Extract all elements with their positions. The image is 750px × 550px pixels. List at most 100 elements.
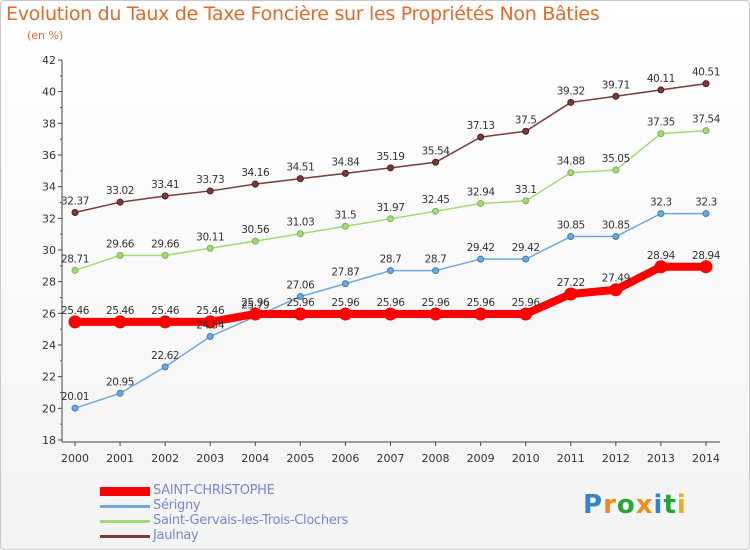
data-label: 29.66 [106,238,135,250]
data-label: 30.85 [602,220,630,232]
data-point [702,127,710,135]
x-tick-label: 2013 [647,452,675,465]
data-point [567,233,575,241]
data-point [71,404,79,412]
data-point [657,86,665,94]
x-tick-label: 2009 [467,452,495,465]
legend-label-1: Sérigny [153,498,201,513]
data-label: 25.96 [376,297,405,309]
data-label: 25.79 [241,300,269,312]
data-point [341,222,349,230]
data-label: 33.41 [151,179,179,191]
data-point [429,307,443,321]
x-tick-label: 2011 [557,452,585,465]
data-label: 20.01 [61,391,89,403]
y-tick-label: 40 [42,86,56,99]
x-tick-label: 2005 [286,452,314,465]
data-point [609,283,623,297]
x-tick-label: 2012 [602,452,630,465]
data-point [338,307,352,321]
data-label: 27.49 [602,273,630,285]
y-tick-label: 30 [42,244,56,257]
data-point [522,197,530,205]
data-label: 28.7 [425,254,447,266]
data-point [519,307,533,321]
data-point [386,267,394,275]
data-point [116,251,124,259]
data-point [68,315,82,329]
legend-swatch-2 [100,520,150,523]
data-point [341,280,349,288]
data-point [699,260,713,274]
data-label: 33.73 [196,174,224,186]
data-point [158,315,172,329]
data-point [564,287,578,301]
data-label: 25.46 [61,305,90,317]
data-point [657,210,665,218]
data-point [432,207,440,215]
data-label: 28.94 [692,250,721,262]
series-line-3 [74,82,707,214]
data-point [116,389,124,397]
chart-subtitle: (en %) [27,29,64,42]
data-label: 27.22 [557,277,585,289]
data-label: 30.11 [196,231,224,243]
data-label: 37.35 [647,117,675,129]
data-label: 25.46 [106,305,135,317]
data-label: 25.96 [467,297,496,309]
y-tick-label: 32 [42,212,56,225]
data-point [386,164,394,172]
data-label: 22.62 [151,350,179,362]
data-label: 34.88 [557,156,585,168]
y-tick-label: 20 [42,402,56,415]
data-labels-group: 25.46 25.46 25.46 25.46 25.96 25.96 25.96 25.96… [61,67,721,404]
data-point [251,237,259,245]
data-point [293,307,307,321]
data-point [567,98,575,106]
x-tick-label: 2000 [61,452,89,465]
data-label: 39.32 [557,85,585,97]
data-point [522,255,530,263]
data-label: 32.3 [695,197,717,209]
data-label: 35.19 [376,151,404,163]
data-point [71,208,79,216]
data-label: 27.06 [286,280,315,292]
data-label: 25.46 [196,305,225,317]
legend-swatch-0 [100,487,150,496]
x-tick-label: 2007 [376,452,404,465]
x-tick-label: 2003 [196,452,224,465]
y-tick-label: 36 [42,149,56,162]
proxiti-logo: Proxiti [583,490,687,520]
data-point [657,130,665,138]
x-tick-label: 2002 [151,452,179,465]
data-label: 25.96 [286,297,315,309]
data-label: 37.54 [692,114,721,126]
data-point [522,127,530,135]
y-tick-label: 22 [42,371,56,384]
data-label: 29.42 [467,242,495,254]
chart-title: Evolution du Taux de Taxe Foncière sur l… [6,3,600,25]
data-point [702,210,710,218]
legend-label-0: SAINT-CHRISTOPHE [153,483,275,498]
data-point [432,158,440,166]
data-label: 28.7 [380,254,402,266]
x-tick-label: 2014 [692,452,720,465]
data-label: 31.97 [376,202,404,214]
data-label: 30.56 [241,224,270,236]
data-label: 29.66 [151,238,180,250]
data-point [71,266,79,274]
legend-swatch-1 [100,505,150,508]
data-point [612,166,620,174]
y-tick-label: 26 [42,307,56,320]
data-label: 33.1 [515,184,537,196]
data-label: 32.45 [422,194,450,206]
data-label: 30.85 [557,220,585,232]
data-point [477,133,485,141]
data-label: 40.51 [692,67,720,79]
data-point [383,307,397,321]
data-point [251,180,259,188]
data-label: 25.46 [151,305,180,317]
y-tick-label: 28 [42,276,56,289]
axes: 18 20 22 24 26 28 30 32 34 36 38 40 42 2000 2001 2002 20… [42,54,720,465]
